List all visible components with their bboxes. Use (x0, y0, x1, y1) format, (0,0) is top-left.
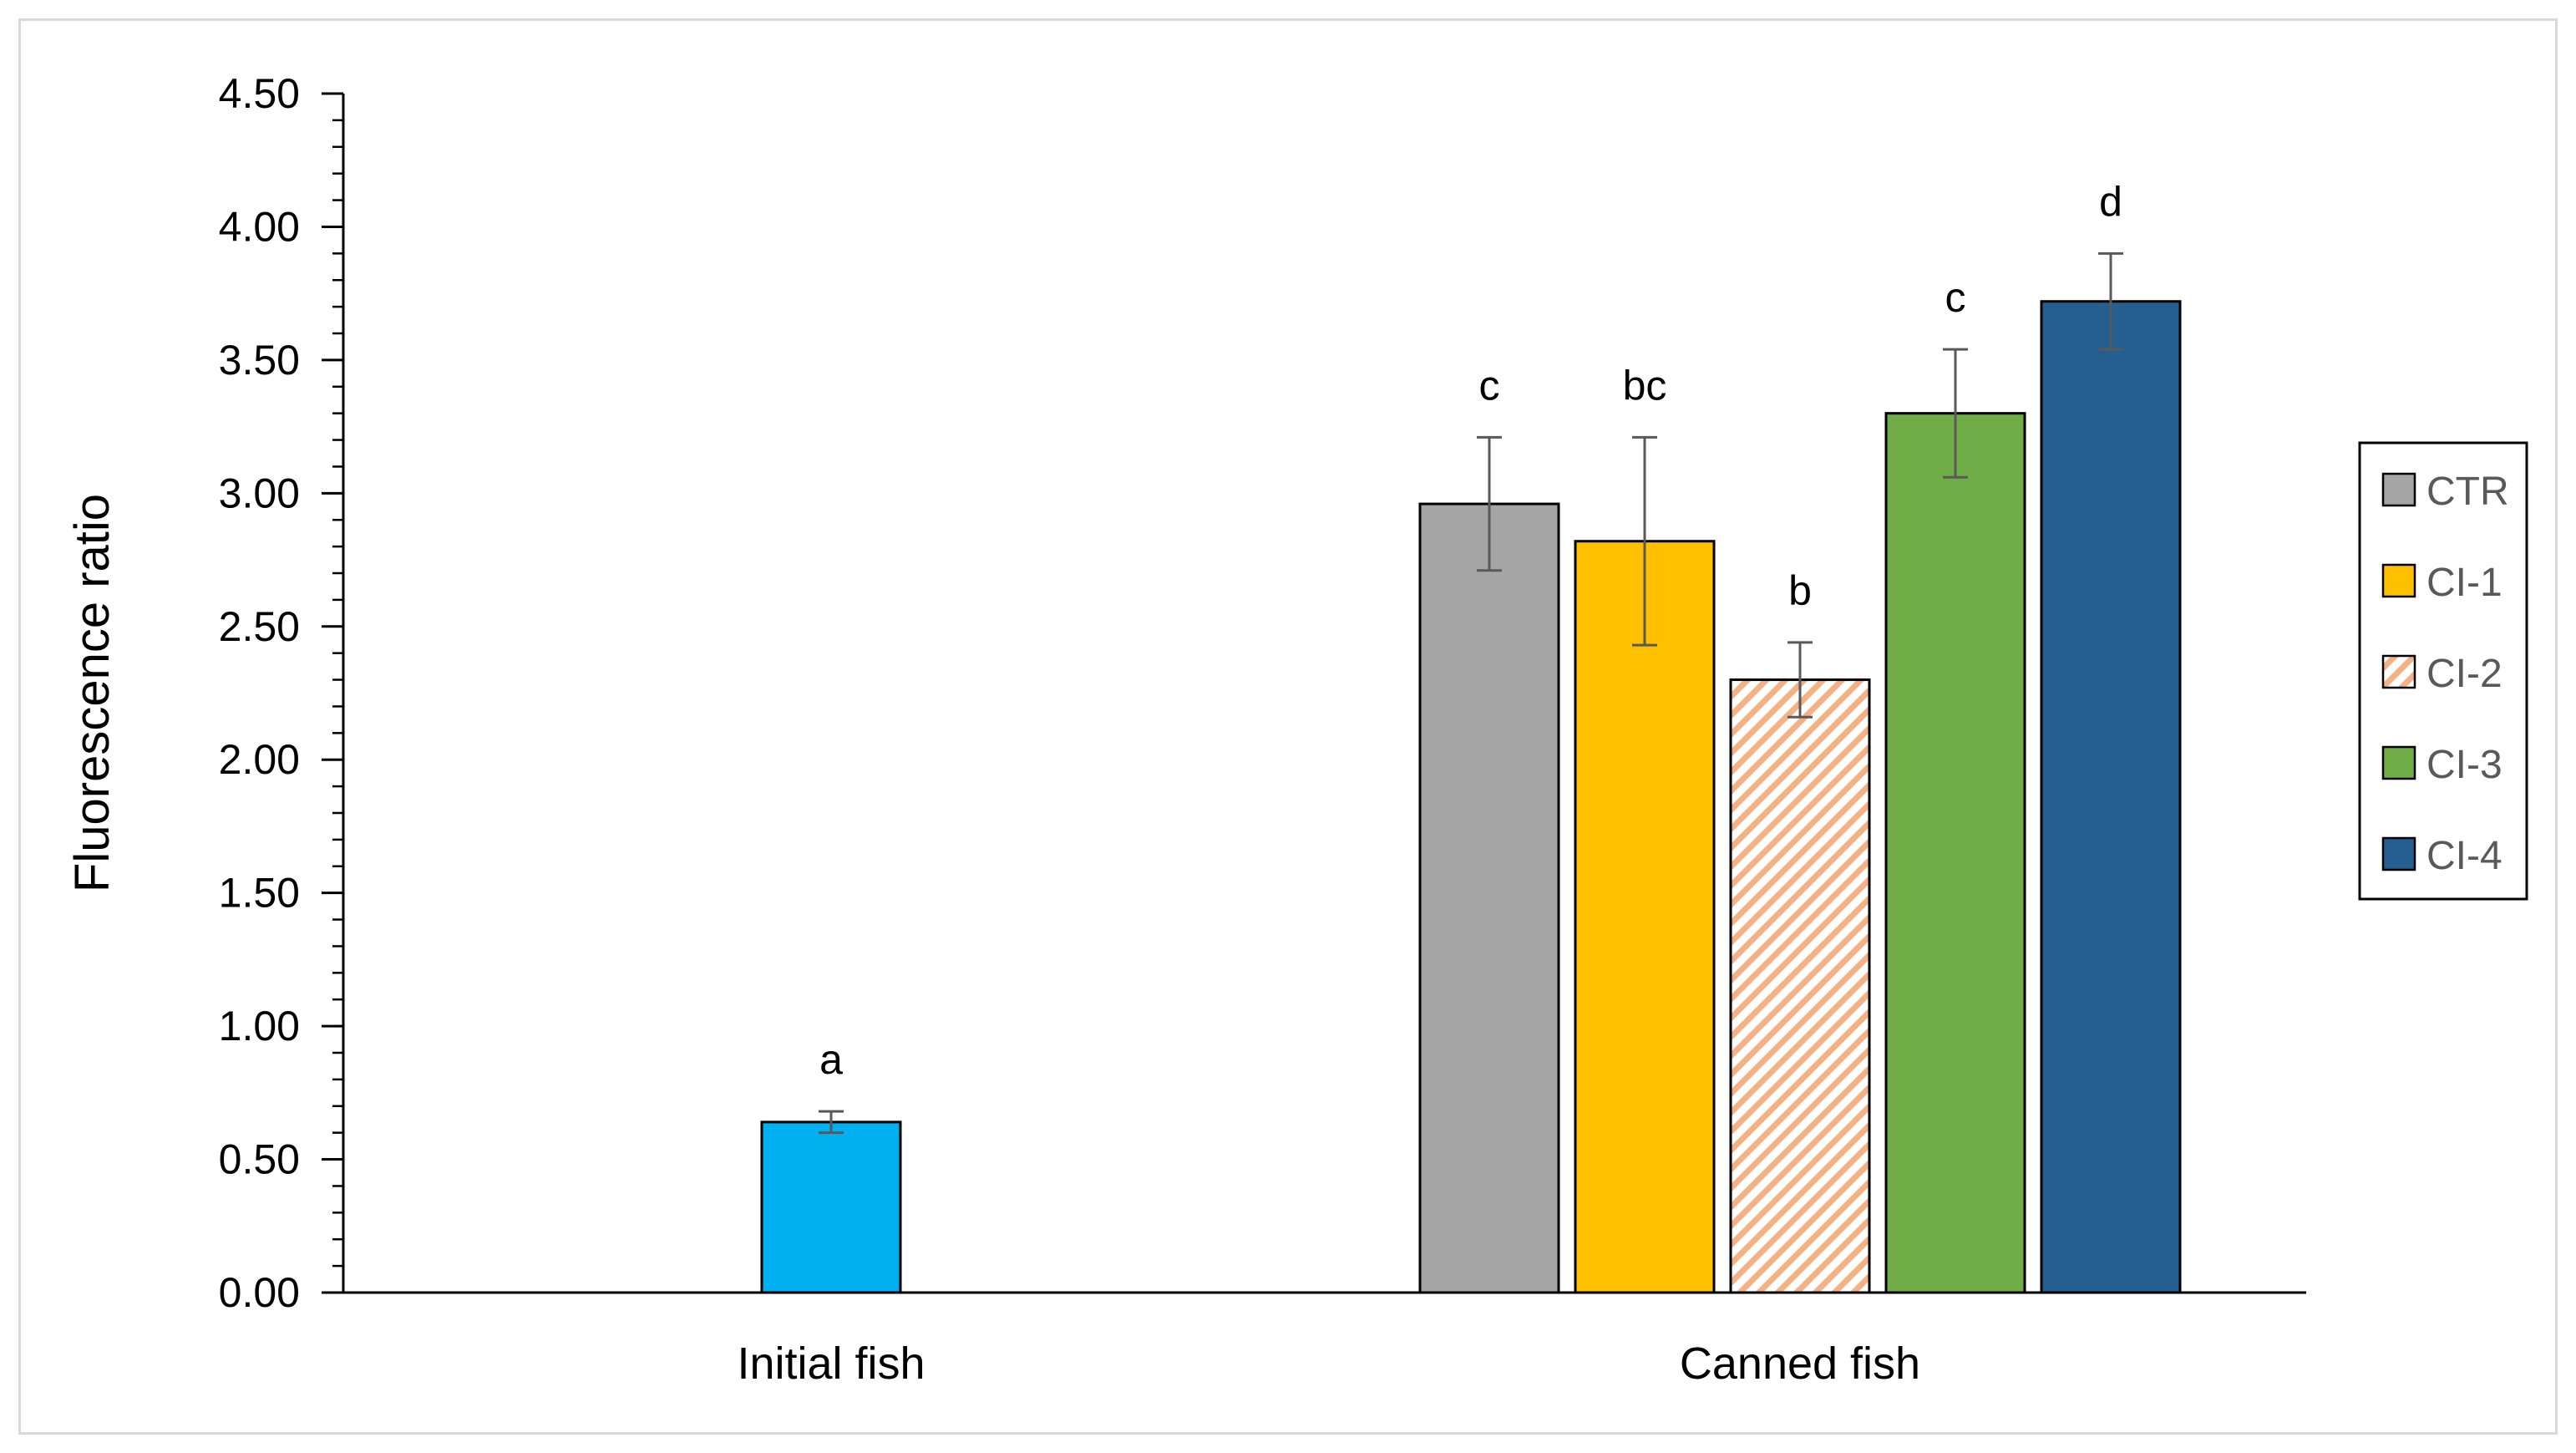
legend-swatch-ctr (2381, 472, 2416, 507)
y-tick-label: 1.50 (219, 870, 300, 917)
axes: 0.00 0.50 1.00 1.50 2.00 2.50 3.00 3.50 4.00 4.50 (219, 70, 2306, 1316)
x-category-label: Initial fish (737, 1339, 925, 1389)
x-category-label: Canned fish (1680, 1339, 1920, 1389)
bars (760, 251, 2182, 1294)
bar-ci-4 (2040, 300, 2182, 1294)
y-tick-label: 0.00 (219, 1269, 300, 1316)
significance-label: bc (1623, 362, 1667, 409)
y-axis-title: Fluorescence ratio (65, 494, 119, 892)
legend-label-ctr: CTR (2426, 470, 2509, 514)
significance-label: c (1479, 362, 1500, 409)
legend-label-ci-3: CI-3 (2426, 743, 2502, 787)
legend-swatch-ci-1 (2381, 563, 2416, 598)
legend-swatch-ci-3 (2381, 745, 2416, 780)
bar-ci-2 (1729, 678, 1871, 1294)
legend-swatch-ci-2 (2381, 654, 2416, 689)
y-tick-label: 0.50 (219, 1136, 300, 1183)
legend-label-ci-2: CI-2 (2426, 652, 2502, 696)
bar-chart: 0.00 0.50 1.00 1.50 2.00 2.50 3.00 3.50 4.00 4.50… (65, 70, 2528, 1389)
y-tick-label: 2.50 (219, 603, 300, 650)
y-tick-label: 1.00 (219, 1003, 300, 1049)
bar-ci-3 (1884, 412, 2026, 1294)
significance-label: b (1788, 567, 1812, 614)
significance-label: c (1945, 274, 1966, 321)
bar-initial-fish (760, 1120, 902, 1294)
chart-frame: 0.00 0.50 1.00 1.50 2.00 2.50 3.00 3.50 4.00 4.50… (18, 18, 2558, 1435)
y-tick-label: 2.00 (219, 736, 300, 783)
significance-label: a (819, 1036, 843, 1083)
bar-ci-1 (1574, 540, 1716, 1294)
legend-label-ci-1: CI-1 (2426, 561, 2502, 605)
y-tick-label: 4.00 (219, 203, 300, 250)
y-tick-label: 4.50 (219, 70, 300, 117)
significance-label: d (2099, 178, 2122, 225)
legend-label-ci-4: CI-4 (2426, 834, 2502, 878)
y-tick-label: 3.00 (219, 470, 300, 516)
legend: CTR CI-1 CI-2 CI-3 CI-4 (2358, 441, 2528, 901)
legend-swatch-ci-4 (2381, 836, 2416, 871)
y-tick-label: 3.50 (219, 337, 300, 384)
bar-ctr (1418, 502, 1560, 1294)
